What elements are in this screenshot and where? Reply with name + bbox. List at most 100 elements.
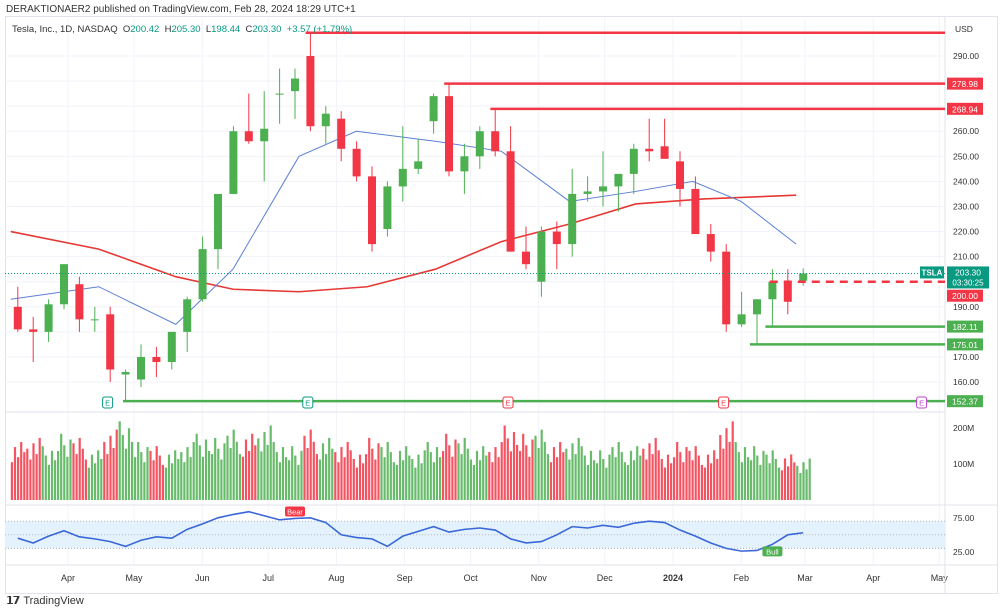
volume-bar [703,467,706,500]
volume-bar [728,441,731,500]
volume-bar [519,451,522,500]
volume-bar [383,457,386,500]
volume-bar [146,447,149,500]
volume-bar [802,462,805,500]
volume-bar [596,463,599,500]
volume-bar [522,433,525,500]
volume-bar [503,425,506,500]
earnings-marker [916,396,928,409]
level-price-tag [947,77,983,90]
volume-bar [783,458,787,500]
volume-bar [358,454,362,500]
volume-bar [371,448,374,500]
volume-bar [543,441,546,500]
volume-bar [121,435,124,500]
volume-bar [398,450,402,500]
volume-bar [13,447,17,500]
volume-bar [158,455,161,500]
volume-bar [589,450,593,500]
volume-bar [500,442,503,500]
volume-bar [331,448,334,500]
close-label: C [245,24,253,35]
volume-bar [328,437,331,500]
x-tick-label: Apr [61,573,75,583]
candle-body [106,314,115,370]
volume-bar [546,454,549,500]
volume-bar [469,459,472,500]
volume-bar [72,443,75,500]
volume-bar [334,452,337,500]
volume-bar [531,439,534,500]
volume-bar [602,458,605,500]
volume-bar [238,454,241,500]
x-tick-label: 2024 [663,573,683,583]
volume-bar [556,457,559,500]
volume-bar [87,467,90,500]
low-value: 198.44 [211,24,241,35]
candle-body [568,193,577,245]
volume-bar [688,450,691,500]
candle-body [460,156,469,172]
volume-bar [780,470,783,500]
x-tick-label: Feb [733,573,749,583]
volume-bar [263,431,266,500]
volume-bar [808,458,811,500]
volume-bar [217,448,220,500]
volume-bar [352,458,355,500]
volume-bar [97,450,100,500]
volume-bar [614,457,617,500]
volume-bar [318,459,321,500]
earnings-label: E [505,399,510,408]
brand-name: TradingView [23,594,84,607]
volume-bar [491,462,494,500]
volume-bar [180,452,183,500]
volume-bar [620,452,623,500]
volume-bar [389,452,392,500]
volume-bar [90,454,94,500]
volume-bar [377,443,380,500]
volume-bar [297,464,300,500]
volume-bar [405,446,408,500]
volume-bar [790,454,793,500]
volume-bar [426,442,429,500]
volume-bar [10,462,13,500]
volume-bar [506,438,509,500]
candle-body [183,299,192,332]
candle-body [676,161,684,189]
volume-bar [408,455,411,500]
volume-bar [740,462,743,500]
candle-body [352,148,361,177]
volume-bar [565,448,568,500]
volume-bar [454,439,457,500]
volume-bar [152,460,155,500]
x-tick-label: Dec [597,573,614,583]
volume-bar [66,456,69,500]
candle-body [522,251,530,265]
volume-bar [722,448,725,500]
volume-bar [281,447,285,500]
volume-bar [743,447,747,500]
volume-bar [747,457,750,500]
volume-bar [63,445,66,500]
volume-bar [386,442,389,500]
rsi-tick-label: 75.00 [953,513,975,523]
volume-bar [214,437,217,500]
volume-bar [241,456,244,500]
ma-50-line [10,130,797,325]
level-price-label: 200.00 [952,291,978,301]
candle-body [583,191,592,194]
volume-bar [737,452,740,500]
rsi-divergence-tag [285,506,305,517]
level-price-tag [947,320,983,333]
volume-bar [706,454,710,500]
volume-bar [94,463,97,500]
volume-bar [32,443,35,500]
candle-body [383,186,392,230]
volume-bar [198,445,201,500]
candle-body [722,251,731,325]
level-price-label: 268.94 [952,104,978,114]
volume-bar [731,421,734,500]
volume-bar [700,464,703,500]
volume-bar [177,458,180,500]
